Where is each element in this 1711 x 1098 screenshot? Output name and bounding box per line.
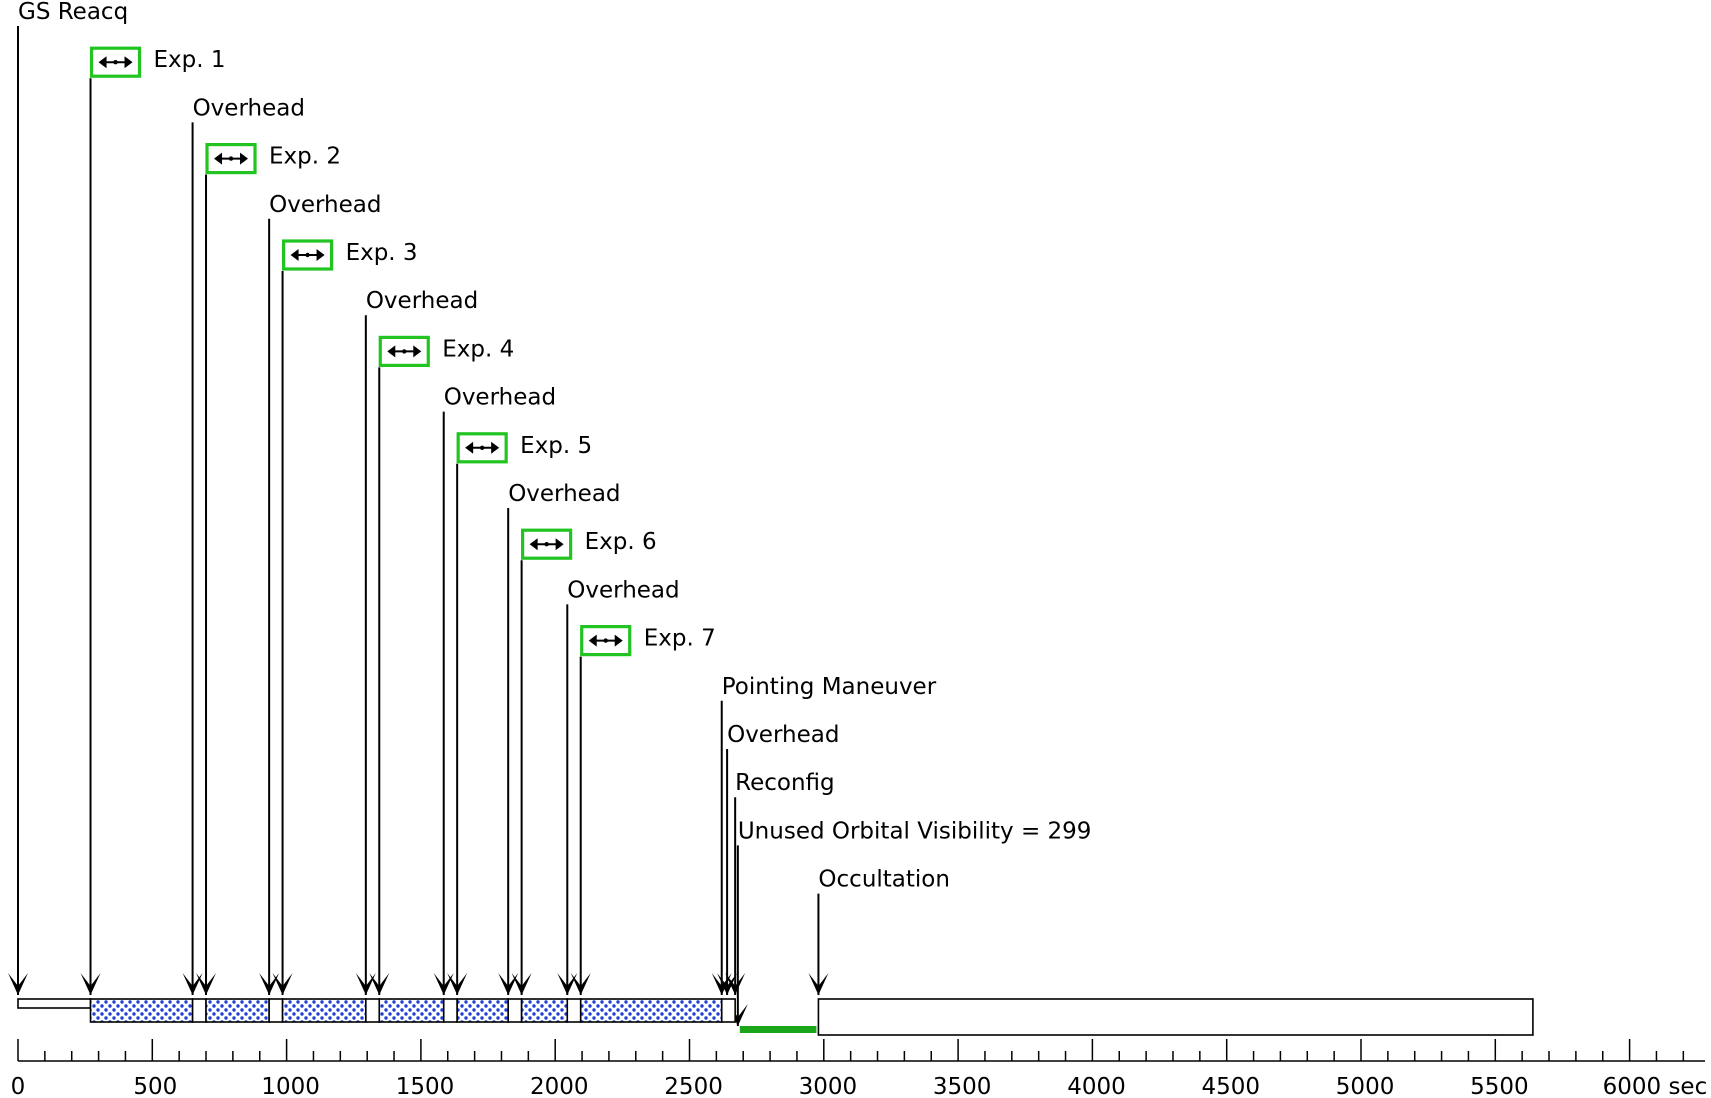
- event-label: Exp. 7: [644, 626, 716, 652]
- segment-overhead: [507, 998, 523, 1023]
- segment-overhead: [268, 998, 284, 1023]
- arrow-head-icon: [511, 973, 532, 995]
- segment-overhead: [442, 998, 458, 1023]
- tick-label: 500: [133, 1074, 177, 1098]
- exposure-icon: [580, 624, 632, 657]
- arrow-head-icon: [447, 973, 468, 995]
- segment-exposure: [579, 998, 723, 1023]
- arrow-head-icon: [570, 973, 591, 995]
- segment-exposure: [520, 998, 569, 1023]
- segment-overhead: [365, 998, 381, 1023]
- arrow-head-icon: [727, 1004, 748, 1026]
- arrow-head-icon: [196, 973, 217, 995]
- event-connectors: [8, 26, 829, 1026]
- tick-label: 3500: [933, 1074, 992, 1098]
- event-label: Overhead: [269, 192, 381, 218]
- arrow-head-icon: [355, 973, 376, 995]
- event-label: Overhead: [727, 722, 839, 748]
- arrow-head-icon: [182, 973, 203, 995]
- arrow-head-icon: [557, 973, 578, 995]
- segment-overhead: [191, 998, 207, 1023]
- event-label: Reconfig: [735, 770, 834, 796]
- segment-exposure: [456, 998, 509, 1023]
- event-label: Overhead: [366, 288, 478, 314]
- event-label: Overhead: [508, 481, 620, 507]
- tick-label: 4000: [1067, 1074, 1126, 1098]
- segment-exposure: [205, 998, 270, 1023]
- exposure-icon: [89, 46, 142, 78]
- event-label: Overhead: [193, 95, 305, 121]
- exposure-icon: [281, 239, 334, 271]
- tick-label: 3000: [799, 1074, 858, 1098]
- tick-label: 1000: [261, 1074, 320, 1098]
- tick-label: 4500: [1202, 1074, 1261, 1098]
- exposure-icon: [456, 432, 508, 464]
- arrow-head-icon: [725, 973, 746, 995]
- exposure-icon: [378, 335, 430, 367]
- arrow-head-icon: [259, 973, 280, 995]
- event-label: Exp. 3: [346, 240, 418, 266]
- event-label: Overhead: [444, 385, 556, 411]
- arrow-head-icon: [433, 973, 454, 995]
- event-labels: GS Reacq Exp. 1 Overhead Exp. 2 Overhead Exp.…: [18, 0, 1091, 893]
- timeline-bar: [17, 998, 1534, 1036]
- tick-label: 5500: [1470, 1074, 1529, 1098]
- exposure-icon: [521, 528, 573, 560]
- arrow-head-icon: [272, 973, 293, 995]
- segment-gs-reacq: [17, 998, 92, 1009]
- tick-label: 2500: [664, 1074, 723, 1098]
- arrow-head-icon: [80, 973, 101, 995]
- segment-exposure: [281, 998, 367, 1023]
- event-label: Exp. 6: [585, 529, 657, 555]
- event-label: Occultation: [818, 867, 950, 893]
- event-label: Pointing Maneuver: [722, 674, 937, 700]
- segment-overhead: [720, 998, 736, 1023]
- event-label: Unused Orbital Visibility = 299: [738, 818, 1092, 844]
- tick-label: 6000 sec: [1603, 1074, 1708, 1098]
- arrow-head-icon: [8, 973, 28, 995]
- exposure-icon: [205, 143, 257, 175]
- event-label: Exp. 2: [269, 144, 341, 170]
- arrow-head-icon: [711, 973, 732, 995]
- arrow-head-icon: [498, 973, 519, 995]
- event-label: Overhead: [567, 577, 679, 603]
- time-axis: 0 500 1000 1500 2000 2500 3000 3500 4000 4500 5000…: [11, 1039, 1708, 1098]
- arrow-head-icon: [369, 973, 390, 995]
- event-label: Exp. 4: [442, 336, 514, 362]
- tick-label: 0: [11, 1074, 26, 1098]
- event-label: Exp. 5: [520, 433, 592, 459]
- segment-occultation: [817, 998, 1534, 1036]
- tick-label: 2000: [530, 1074, 589, 1098]
- arrow-head-icon: [808, 973, 829, 995]
- segment-exposure: [89, 998, 194, 1023]
- arrow-head-icon: [717, 973, 738, 995]
- segment-exposure: [378, 998, 445, 1023]
- tick-label: 5000: [1336, 1074, 1395, 1098]
- segment-unused-visibility: [739, 1026, 817, 1033]
- event-label: Exp. 1: [154, 47, 226, 73]
- tick-label: 1500: [396, 1074, 455, 1098]
- event-label: GS Reacq: [18, 0, 128, 25]
- segment-overhead: [566, 998, 582, 1023]
